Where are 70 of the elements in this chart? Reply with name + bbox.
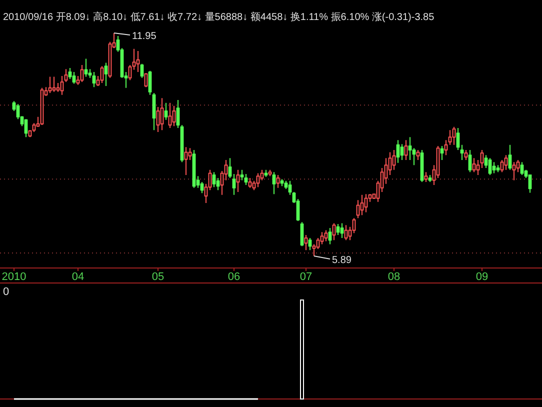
annotation: 11.95 [132, 31, 157, 42]
candlestick [400, 144, 404, 160]
x-tick-label: 05 [152, 271, 164, 283]
candlestick [344, 224, 348, 241]
candlestick [308, 237, 312, 251]
candlestick [288, 180, 292, 196]
candlestick [364, 194, 368, 213]
candlestick [48, 76, 52, 94]
candlestick [240, 169, 244, 181]
candlestick [104, 62, 108, 86]
candlestick [256, 172, 260, 188]
candlestick [424, 172, 428, 183]
candlestick [268, 169, 272, 177]
candlestick [244, 173, 248, 186]
candlestick [324, 230, 328, 242]
candlestick [444, 140, 448, 156]
text: 0 [3, 286, 10, 298]
x-tick-label: 09 [476, 271, 488, 283]
chart-subtitle: 2010/09/16 开8.09↓ 高8.10↓ 低7.61↓ 收7.72↓ 量56888↓ 额4458↓ 换1.11% 振6.10% 涨(-0.31)-3.85 [3, 11, 435, 23]
candlestick [136, 50, 140, 73]
x-tick-label: 2010 [2, 271, 26, 283]
candlestick [500, 159, 504, 173]
x-tick-label: 08 [388, 271, 400, 283]
candlestick [232, 173, 236, 196]
candlestick [84, 58, 88, 78]
candlestick [452, 126, 456, 146]
candlestick [340, 222, 344, 238]
candlestick [448, 130, 452, 146]
candlestick [508, 144, 512, 170]
candlestick [512, 162, 516, 181]
candlestick [460, 144, 464, 160]
candlestick [168, 102, 172, 128]
candlestick [72, 72, 76, 84]
candlestick [184, 146, 188, 176]
x-tick-label: 06 [228, 271, 240, 283]
candlestick [404, 140, 408, 160]
candlestick [272, 172, 276, 195]
x-tick-label: 07 [300, 271, 312, 283]
candlestick [304, 234, 308, 251]
candlestick [236, 169, 240, 192]
candlestick [456, 127, 460, 151]
candlestick [52, 76, 56, 92]
candlestick [160, 98, 164, 131]
candlestick [416, 150, 420, 160]
candlestick [164, 102, 168, 120]
candlestick [496, 164, 500, 173]
candlestick [264, 169, 268, 178]
candlestick [476, 159, 480, 176]
x-tick-label: 04 [72, 271, 84, 283]
candlestick [472, 158, 476, 173]
candlestick [92, 72, 96, 88]
candlestick [464, 150, 468, 160]
candlestick [248, 177, 252, 188]
candlestick [480, 150, 484, 169]
candlestick [228, 158, 232, 178]
candlestick [468, 150, 472, 173]
candlestick [176, 99, 180, 128]
candlestick [276, 174, 280, 188]
candlestick [132, 48, 136, 70]
candlestick [504, 154, 508, 170]
candlestick [492, 162, 496, 174]
candlestick [212, 172, 216, 188]
candlestick [320, 232, 324, 245]
candlestick [64, 68, 68, 82]
candlestick [332, 222, 336, 241]
candlestick [60, 76, 64, 96]
candlestick [440, 145, 444, 160]
candlestick [360, 194, 364, 216]
candlestick [396, 140, 400, 164]
annotation: 5.89 [332, 255, 352, 266]
